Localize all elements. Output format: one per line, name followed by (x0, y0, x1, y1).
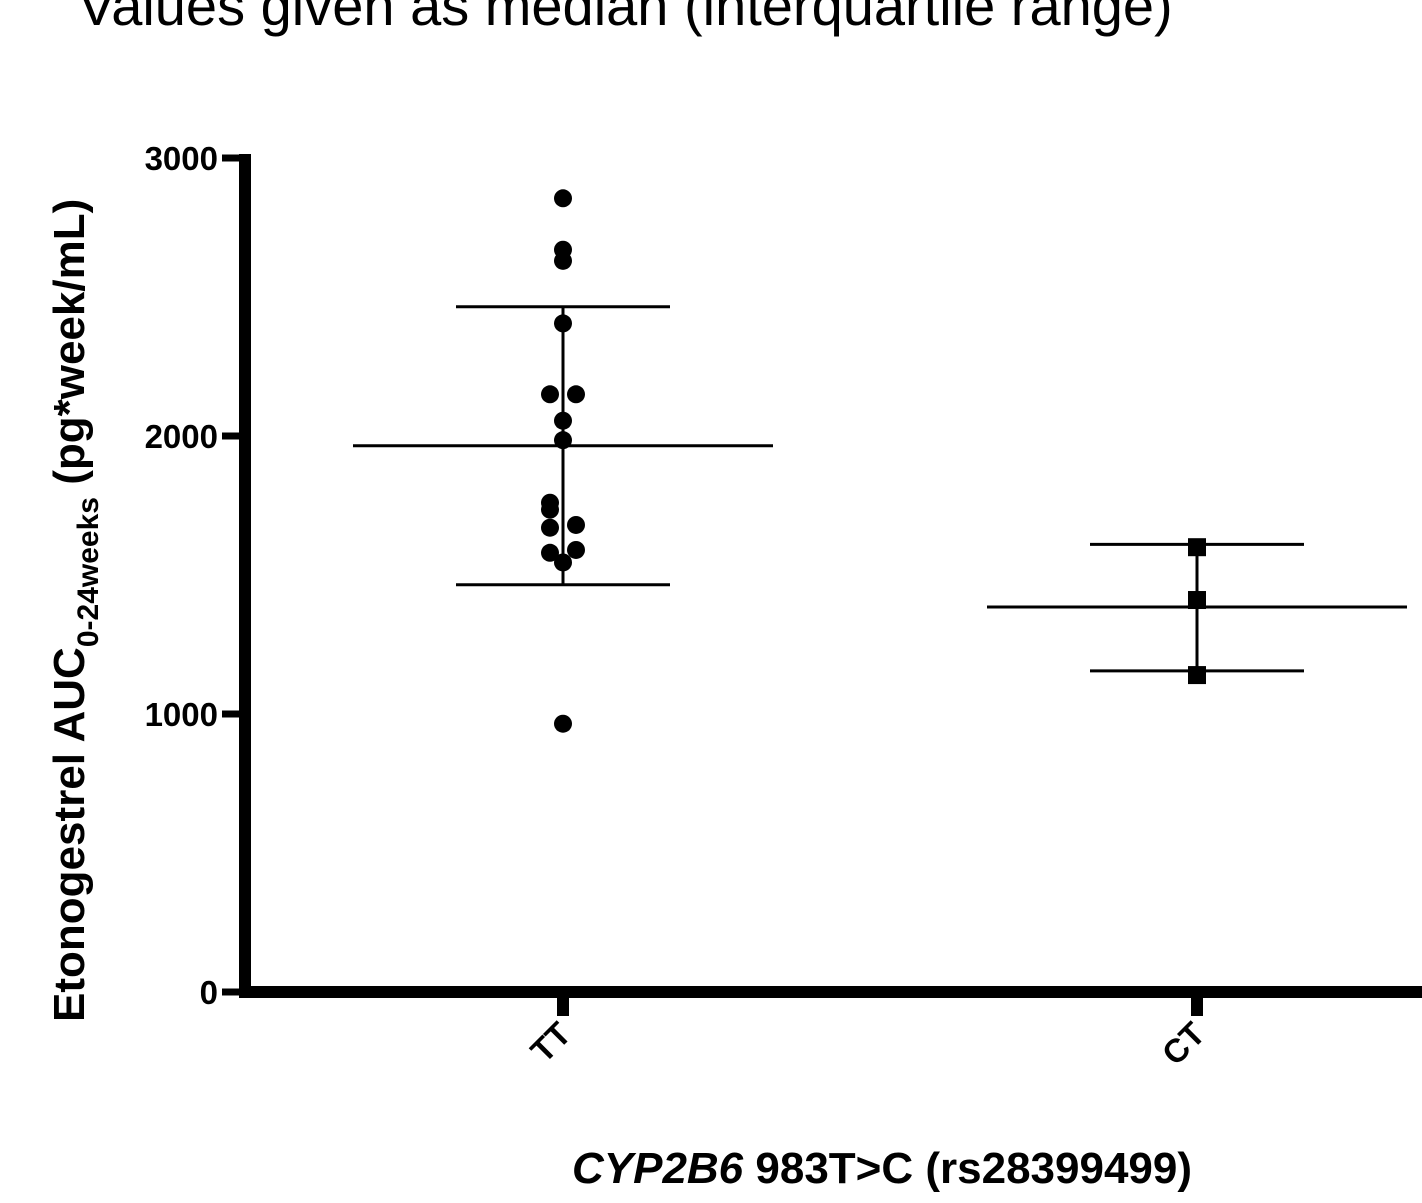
data-point (554, 411, 572, 430)
data-point (554, 714, 572, 733)
data-point (1188, 666, 1206, 685)
x-tick-label: TT (523, 1015, 578, 1070)
y-tick-label: 2000 (145, 418, 218, 455)
figure-caption: Values given as median (interquartile ra… (78, 0, 1173, 37)
summary-lines (353, 305, 1407, 673)
x-tick-label: CT (1155, 1015, 1212, 1072)
x-axis-label: CYP2B6 983T>C (rs28399499) (572, 1144, 1192, 1193)
data-points (541, 189, 1206, 733)
data-point (541, 518, 559, 537)
data-point (554, 189, 572, 208)
data-point (567, 515, 585, 534)
y-tick-label: 1000 (145, 696, 218, 733)
data-point (554, 251, 572, 270)
data-point (554, 314, 572, 333)
data-point (1188, 538, 1206, 557)
y-axis-label: Etonogestrel AUC0-24weeks (pg*week/mL) (45, 199, 105, 1022)
data-point (554, 553, 572, 572)
data-point (567, 540, 585, 559)
data-point (541, 543, 559, 562)
x-ticks: TT CT (523, 992, 1212, 1072)
y-tick-label: 0 (200, 974, 218, 1011)
data-point (541, 500, 559, 519)
data-point (1188, 591, 1206, 610)
axes (239, 154, 1422, 998)
data-point (567, 385, 585, 404)
data-point (541, 385, 559, 404)
y-tick-label: 3000 (145, 140, 218, 177)
data-point (554, 431, 572, 450)
y-ticks: 0 1000 2000 3000 (145, 140, 245, 1011)
